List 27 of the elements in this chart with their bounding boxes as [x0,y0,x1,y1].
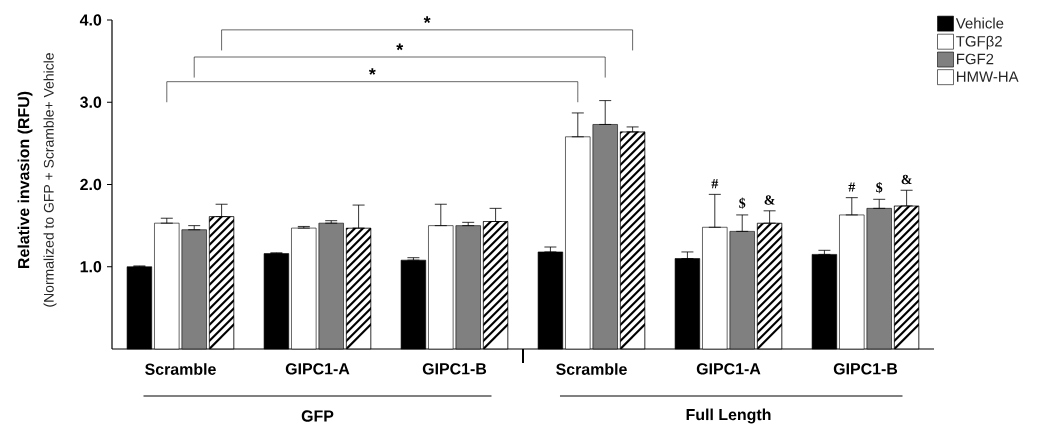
legend-label: TGFβ2 [956,35,1002,50]
annotation: $ [876,182,883,194]
x-tick-label: GIPC1-A [285,363,350,375]
text: (Normalized to GFP + Scramble+ Vehicle [43,53,57,307]
x-tick-label: GIPC1-B [833,363,898,375]
annotation: * [396,43,404,51]
legend-label: HMW-HA [957,71,1019,82]
text: GFP [301,410,334,422]
annotation: & [901,174,912,185]
x-tick-label: Scramble [145,363,216,375]
text: Full Length [686,408,771,424]
y-tick-label: 3.0 [80,96,102,108]
y-axis-title: Relative invasion (RFU) [17,91,33,268]
y-tick-label: 1.0 [80,261,102,273]
x-tick-label: GIPC1-A [696,363,761,375]
annotation: $ [739,197,746,209]
annotation: & [764,195,775,205]
annotation: # [711,179,719,189]
x-tick-label: GIPC1-B [422,363,487,375]
x-tick-label: Scramble [556,363,627,375]
annotation: # [848,182,856,192]
legend-label: Vehicle [955,17,1004,29]
y-tick-label: 4.0 [79,14,102,26]
legend-label: FGF2 [957,53,994,65]
y-tick-label: 2.0 [80,178,102,191]
annotation: * [368,68,376,75]
annotation: * [423,16,431,23]
